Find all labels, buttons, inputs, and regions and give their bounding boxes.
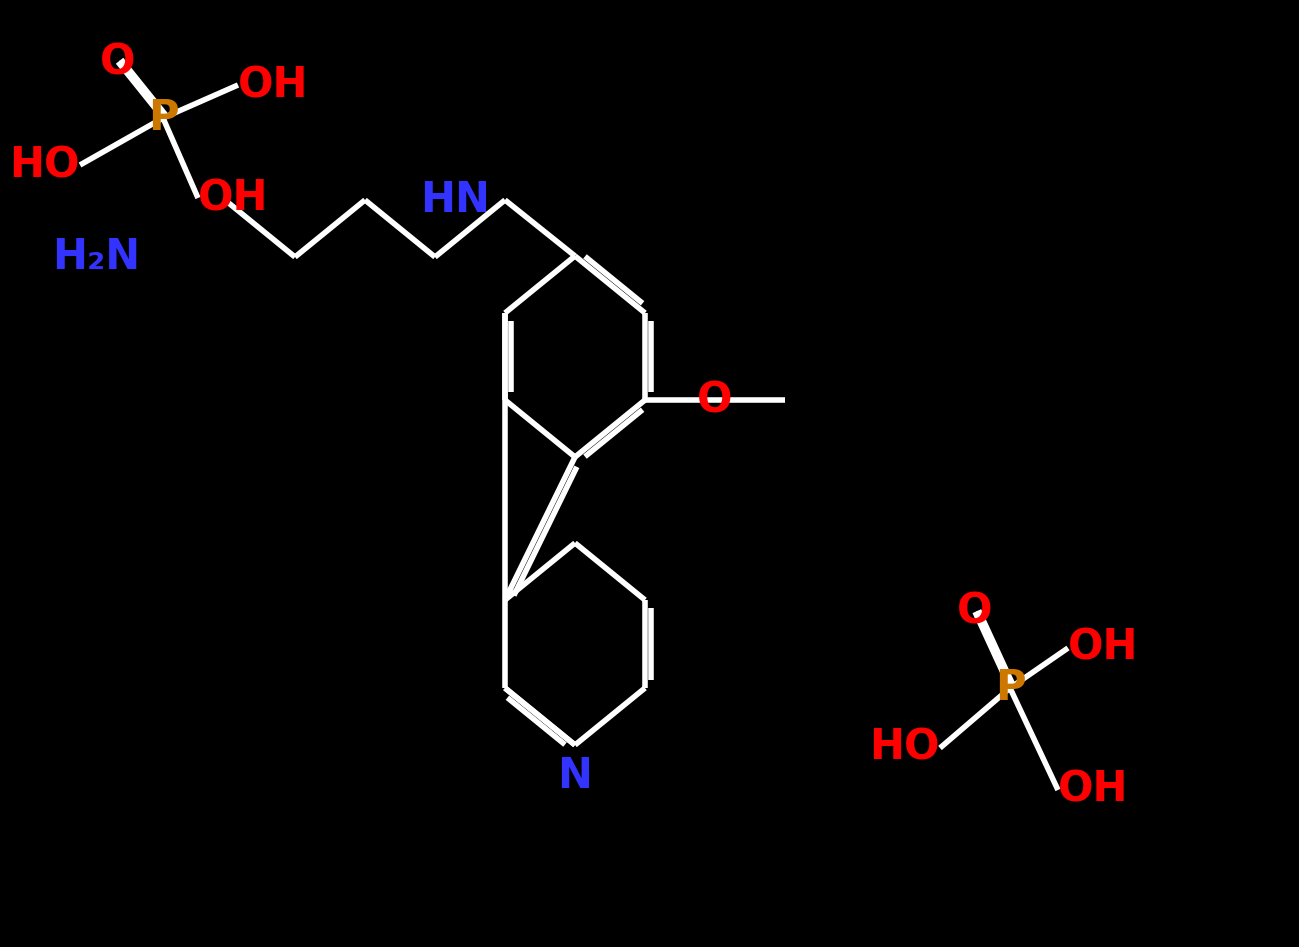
Text: OH: OH xyxy=(238,64,308,106)
Text: O: O xyxy=(957,591,992,633)
Text: H₂N: H₂N xyxy=(52,236,140,278)
Text: P: P xyxy=(995,667,1025,709)
Text: O: O xyxy=(100,41,136,83)
Text: OH: OH xyxy=(1068,627,1138,669)
Text: OH: OH xyxy=(197,177,269,219)
Text: HO: HO xyxy=(9,144,81,186)
Text: P: P xyxy=(148,97,178,139)
Text: N: N xyxy=(557,755,592,797)
Text: HN: HN xyxy=(420,179,490,221)
Text: O: O xyxy=(698,379,733,421)
Text: HO: HO xyxy=(869,727,940,769)
Text: OH: OH xyxy=(1057,769,1129,811)
